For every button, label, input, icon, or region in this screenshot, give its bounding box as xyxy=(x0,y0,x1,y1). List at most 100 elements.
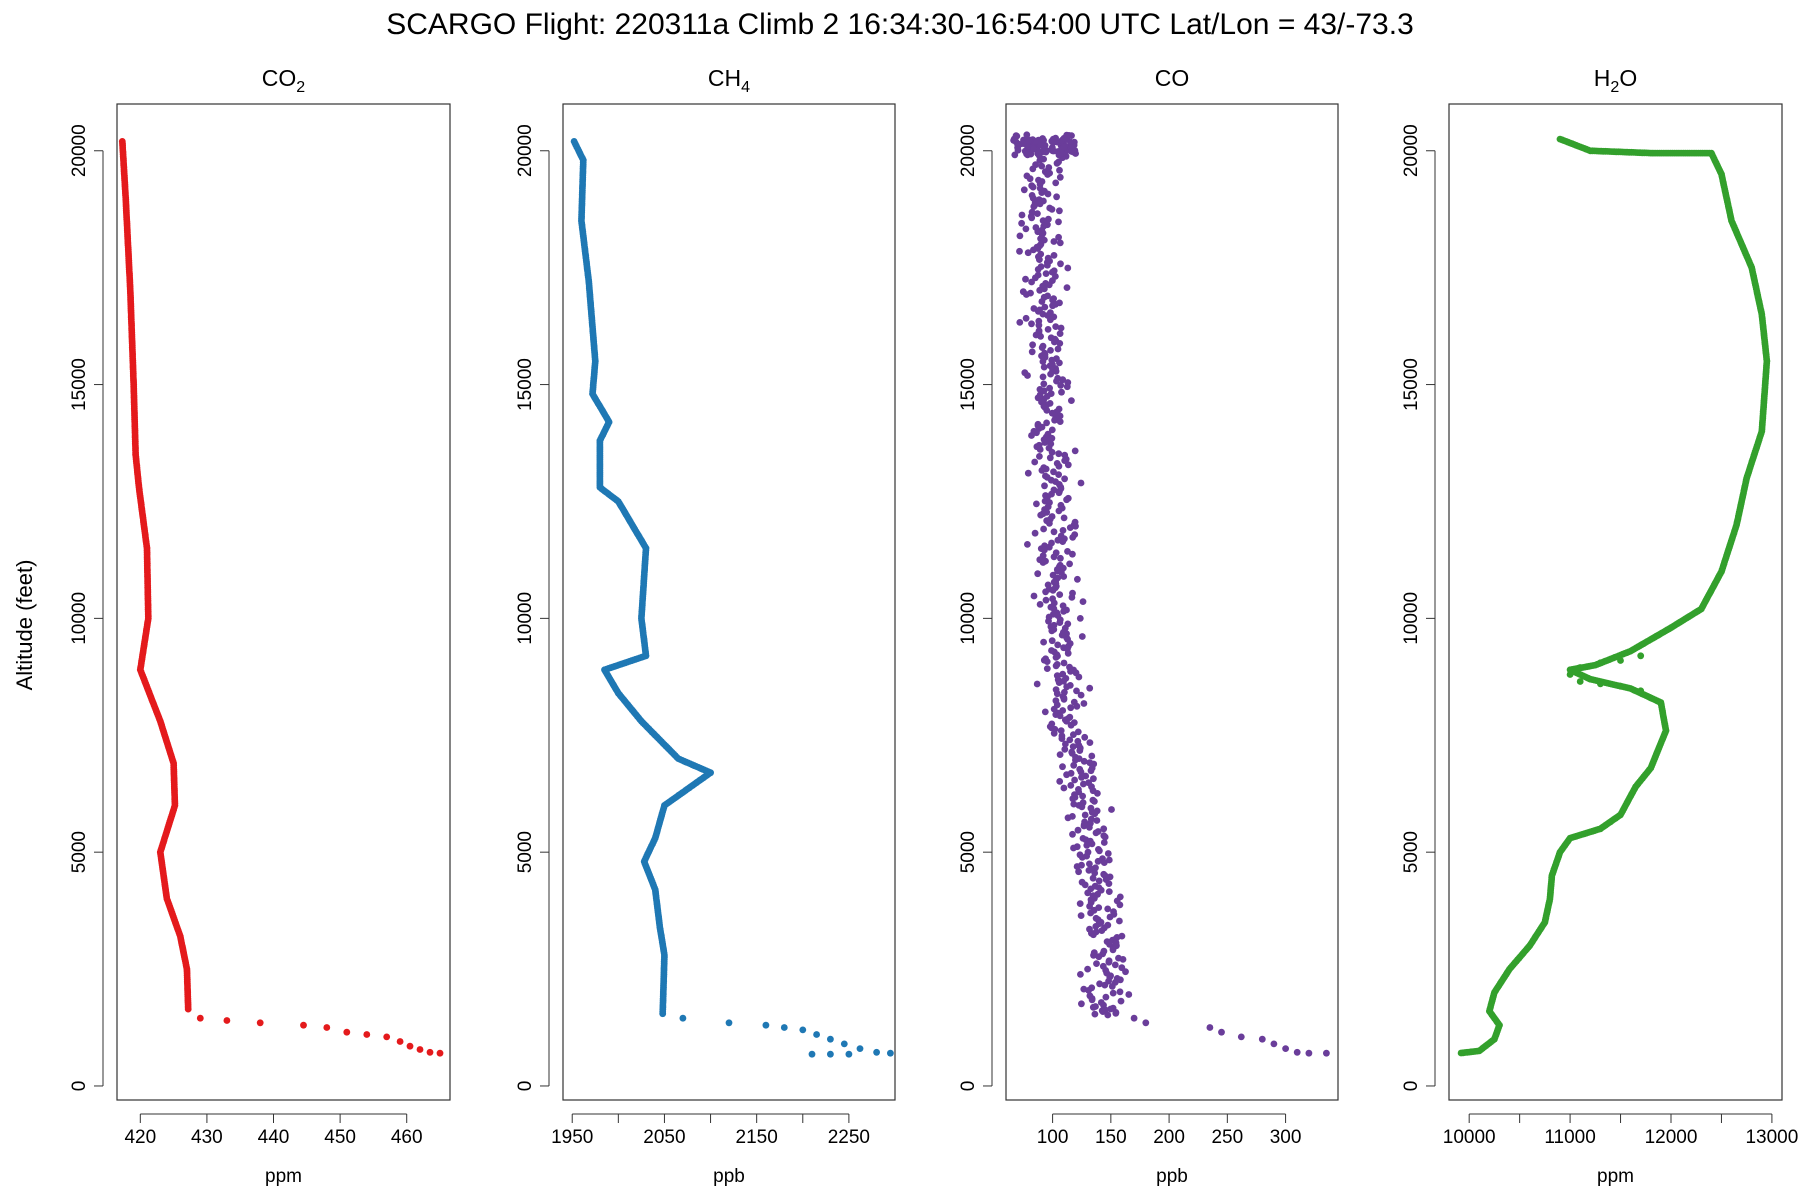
data-point xyxy=(1044,190,1052,198)
data-point xyxy=(887,1049,894,1057)
data-point xyxy=(1024,151,1031,159)
data-point xyxy=(1036,446,1044,453)
y-tick-label: 0 xyxy=(69,1081,90,1092)
data-point xyxy=(1056,619,1064,626)
x-tick-label: 200 xyxy=(1153,1127,1185,1148)
data-point xyxy=(1056,712,1064,720)
data-point xyxy=(1016,232,1024,240)
data-point xyxy=(256,1019,264,1027)
data-point xyxy=(1049,302,1056,310)
data-point xyxy=(1066,736,1074,744)
data-point xyxy=(1050,252,1058,259)
data-point xyxy=(1130,1014,1138,1022)
data-point xyxy=(1057,554,1064,562)
x-tick-label: 2150 xyxy=(736,1127,778,1148)
data-point xyxy=(1039,373,1047,381)
data-point xyxy=(1053,690,1061,698)
data-point xyxy=(1043,407,1051,414)
data-point xyxy=(813,1031,820,1038)
data-point xyxy=(1206,1024,1214,1031)
data-point xyxy=(1076,615,1084,622)
data-point xyxy=(1022,314,1030,322)
data-point xyxy=(1109,946,1117,954)
data-point xyxy=(1057,324,1065,332)
data-point xyxy=(1066,560,1073,568)
data-point xyxy=(1112,1009,1120,1017)
data-point xyxy=(1091,1010,1099,1018)
data-point xyxy=(1053,193,1060,201)
data-point xyxy=(1059,538,1067,545)
data-point xyxy=(1066,524,1074,531)
panel-co: CO 0 5000 10000 15000 20000 100 150 200 250 300 ppb xyxy=(958,65,1339,1187)
data-point xyxy=(1090,775,1097,783)
data-point xyxy=(1023,131,1031,139)
data-point xyxy=(1022,275,1029,283)
data-point xyxy=(1028,214,1036,222)
data-point xyxy=(1034,570,1042,578)
data-point xyxy=(1050,729,1058,737)
series-points xyxy=(570,138,894,1058)
data-point xyxy=(1052,654,1060,661)
data-point xyxy=(1084,965,1091,973)
x-axis-label: ppm xyxy=(1597,1166,1634,1187)
data-point xyxy=(1108,983,1116,990)
data-point xyxy=(406,1042,414,1050)
data-point xyxy=(1056,359,1063,367)
data-point xyxy=(1637,652,1645,660)
data-point xyxy=(1079,598,1087,605)
data-point xyxy=(1111,961,1119,969)
data-point xyxy=(1039,217,1047,225)
panel-title-base: CO xyxy=(1155,65,1190,91)
panel-title-tail: O xyxy=(1619,65,1637,91)
data-point xyxy=(1069,743,1077,750)
data-point xyxy=(1218,1028,1225,1036)
data-point xyxy=(323,1024,331,1031)
data-point xyxy=(1091,869,1099,877)
data-point xyxy=(1076,900,1084,907)
data-point xyxy=(1056,239,1064,247)
data-point xyxy=(1597,659,1604,667)
data-point xyxy=(1098,927,1106,934)
panel-title-base: CO xyxy=(262,65,297,91)
data-point xyxy=(1086,860,1093,868)
data-point xyxy=(1024,249,1032,257)
data-point xyxy=(856,1045,864,1052)
y-tick-label: 0 xyxy=(958,1081,979,1092)
x-tick-label: 13000 xyxy=(1745,1127,1798,1148)
data-point xyxy=(1055,218,1062,226)
data-point xyxy=(1060,695,1068,703)
data-point xyxy=(1064,461,1072,469)
x-tick-label: 300 xyxy=(1270,1127,1302,1148)
data-point xyxy=(1061,475,1068,483)
data-point xyxy=(1060,659,1068,667)
data-point xyxy=(1036,200,1044,208)
data-point xyxy=(1038,298,1046,305)
data-point xyxy=(1047,347,1054,354)
data-point xyxy=(1064,814,1072,822)
data-point xyxy=(1067,668,1074,675)
data-point xyxy=(1617,682,1624,690)
data-point xyxy=(363,1031,371,1038)
data-point xyxy=(1617,657,1624,664)
data-point xyxy=(1038,467,1046,474)
data-point xyxy=(1086,739,1094,746)
y-tick-label: 15000 xyxy=(515,358,536,411)
data-point xyxy=(1067,721,1075,729)
data-point xyxy=(1058,735,1066,742)
data-point xyxy=(1061,745,1069,753)
data-point xyxy=(1041,303,1049,311)
x-tick-label: 430 xyxy=(191,1127,223,1148)
data-point xyxy=(679,1014,687,1022)
data-point xyxy=(1028,278,1035,286)
data-point xyxy=(1077,971,1084,978)
x-tick-label: 450 xyxy=(324,1127,356,1148)
data-point xyxy=(1070,800,1078,808)
y-axis-label: Altitude (feet) xyxy=(12,560,37,691)
data-point xyxy=(1105,958,1113,966)
data-point xyxy=(1566,671,1574,678)
data-point xyxy=(1063,717,1070,725)
data-point xyxy=(840,1040,848,1048)
x-tick-label: 420 xyxy=(124,1127,156,1148)
data-point xyxy=(1016,247,1023,255)
